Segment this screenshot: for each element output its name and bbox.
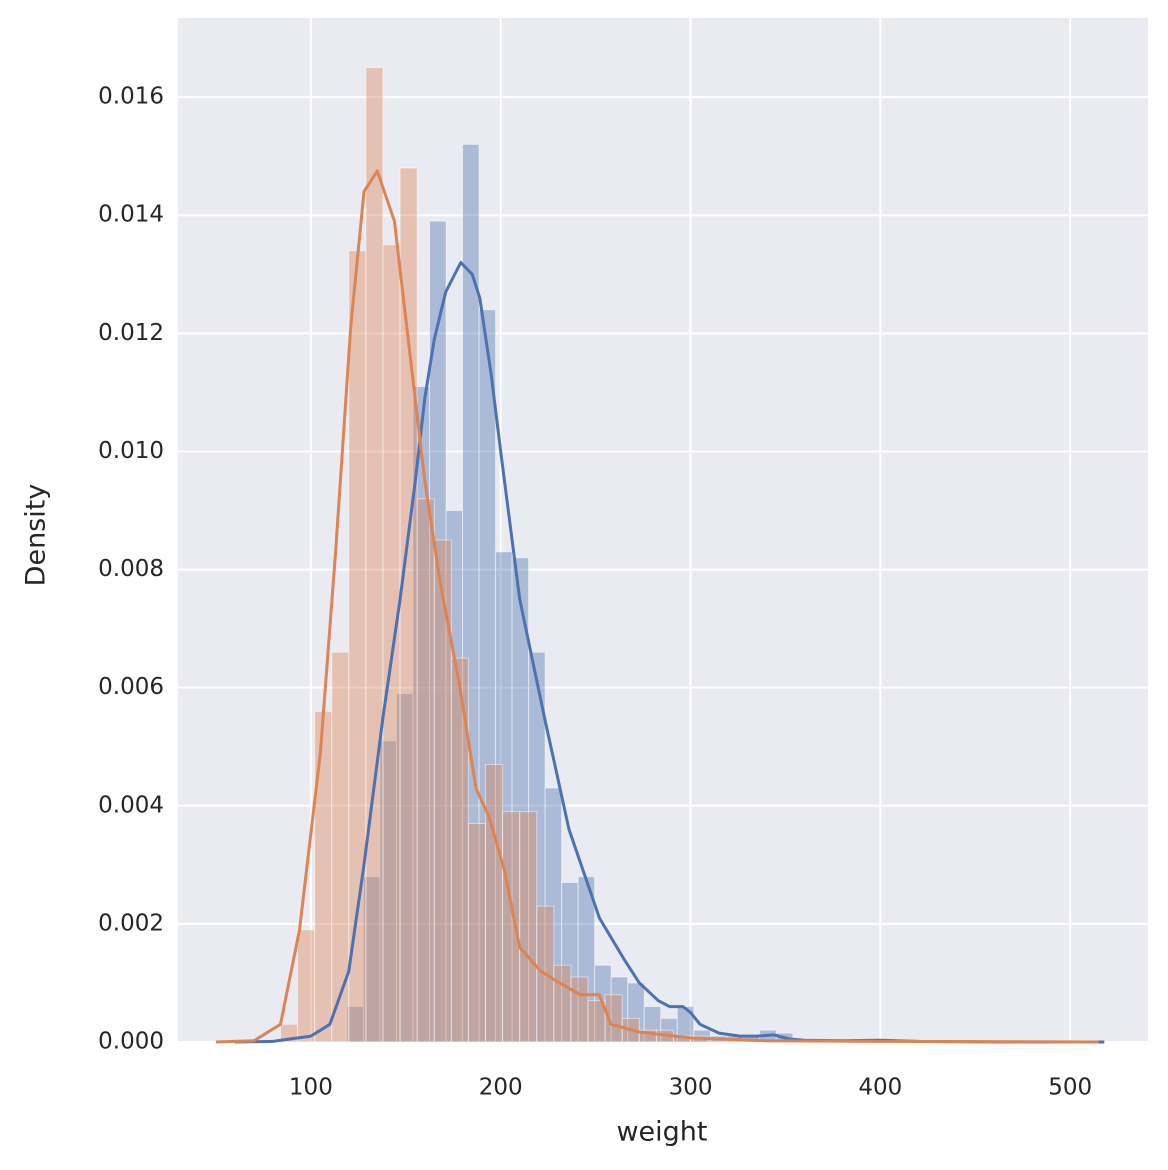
histogram-bar bbox=[331, 651, 350, 1043]
y-tick-label: 0.012 bbox=[98, 320, 164, 346]
y-tick-label: 0.000 bbox=[98, 1029, 164, 1055]
histogram-bar bbox=[553, 964, 572, 1043]
histogram-bar bbox=[519, 811, 538, 1043]
y-tick-label: 0.010 bbox=[98, 438, 164, 464]
histogram-bar bbox=[570, 976, 589, 1043]
plot-background bbox=[178, 18, 1148, 1042]
y-axis-label: Density bbox=[21, 484, 52, 587]
histogram-bar bbox=[348, 250, 367, 1043]
histogram-bar bbox=[314, 710, 333, 1043]
histogram-bar bbox=[485, 763, 504, 1043]
kde-line bbox=[234, 261, 1105, 1044]
x-tick-label: 400 bbox=[858, 1075, 902, 1101]
y-tick-label: 0.016 bbox=[98, 84, 164, 110]
y-tick-label: 0.008 bbox=[98, 556, 164, 582]
y-tick-label: 0.006 bbox=[98, 674, 164, 700]
histogram-bar bbox=[433, 539, 452, 1043]
x-tick-label: 300 bbox=[669, 1075, 713, 1101]
y-tick-label: 0.004 bbox=[98, 792, 164, 818]
histogram-bar bbox=[382, 244, 401, 1043]
x-axis-label: weight bbox=[616, 1117, 707, 1148]
x-tick-label: 100 bbox=[289, 1075, 333, 1101]
histogram-bar bbox=[416, 498, 435, 1043]
y-tick-label: 0.014 bbox=[98, 202, 164, 228]
histogram-bar bbox=[365, 67, 384, 1043]
kde-line bbox=[215, 169, 1099, 1044]
histogram-bar bbox=[467, 822, 487, 1043]
x-tick-label: 200 bbox=[479, 1075, 523, 1101]
histogram-bar bbox=[297, 929, 316, 1043]
x-tick-label: 500 bbox=[1048, 1075, 1092, 1101]
y-tick-label: 0.002 bbox=[98, 910, 164, 936]
